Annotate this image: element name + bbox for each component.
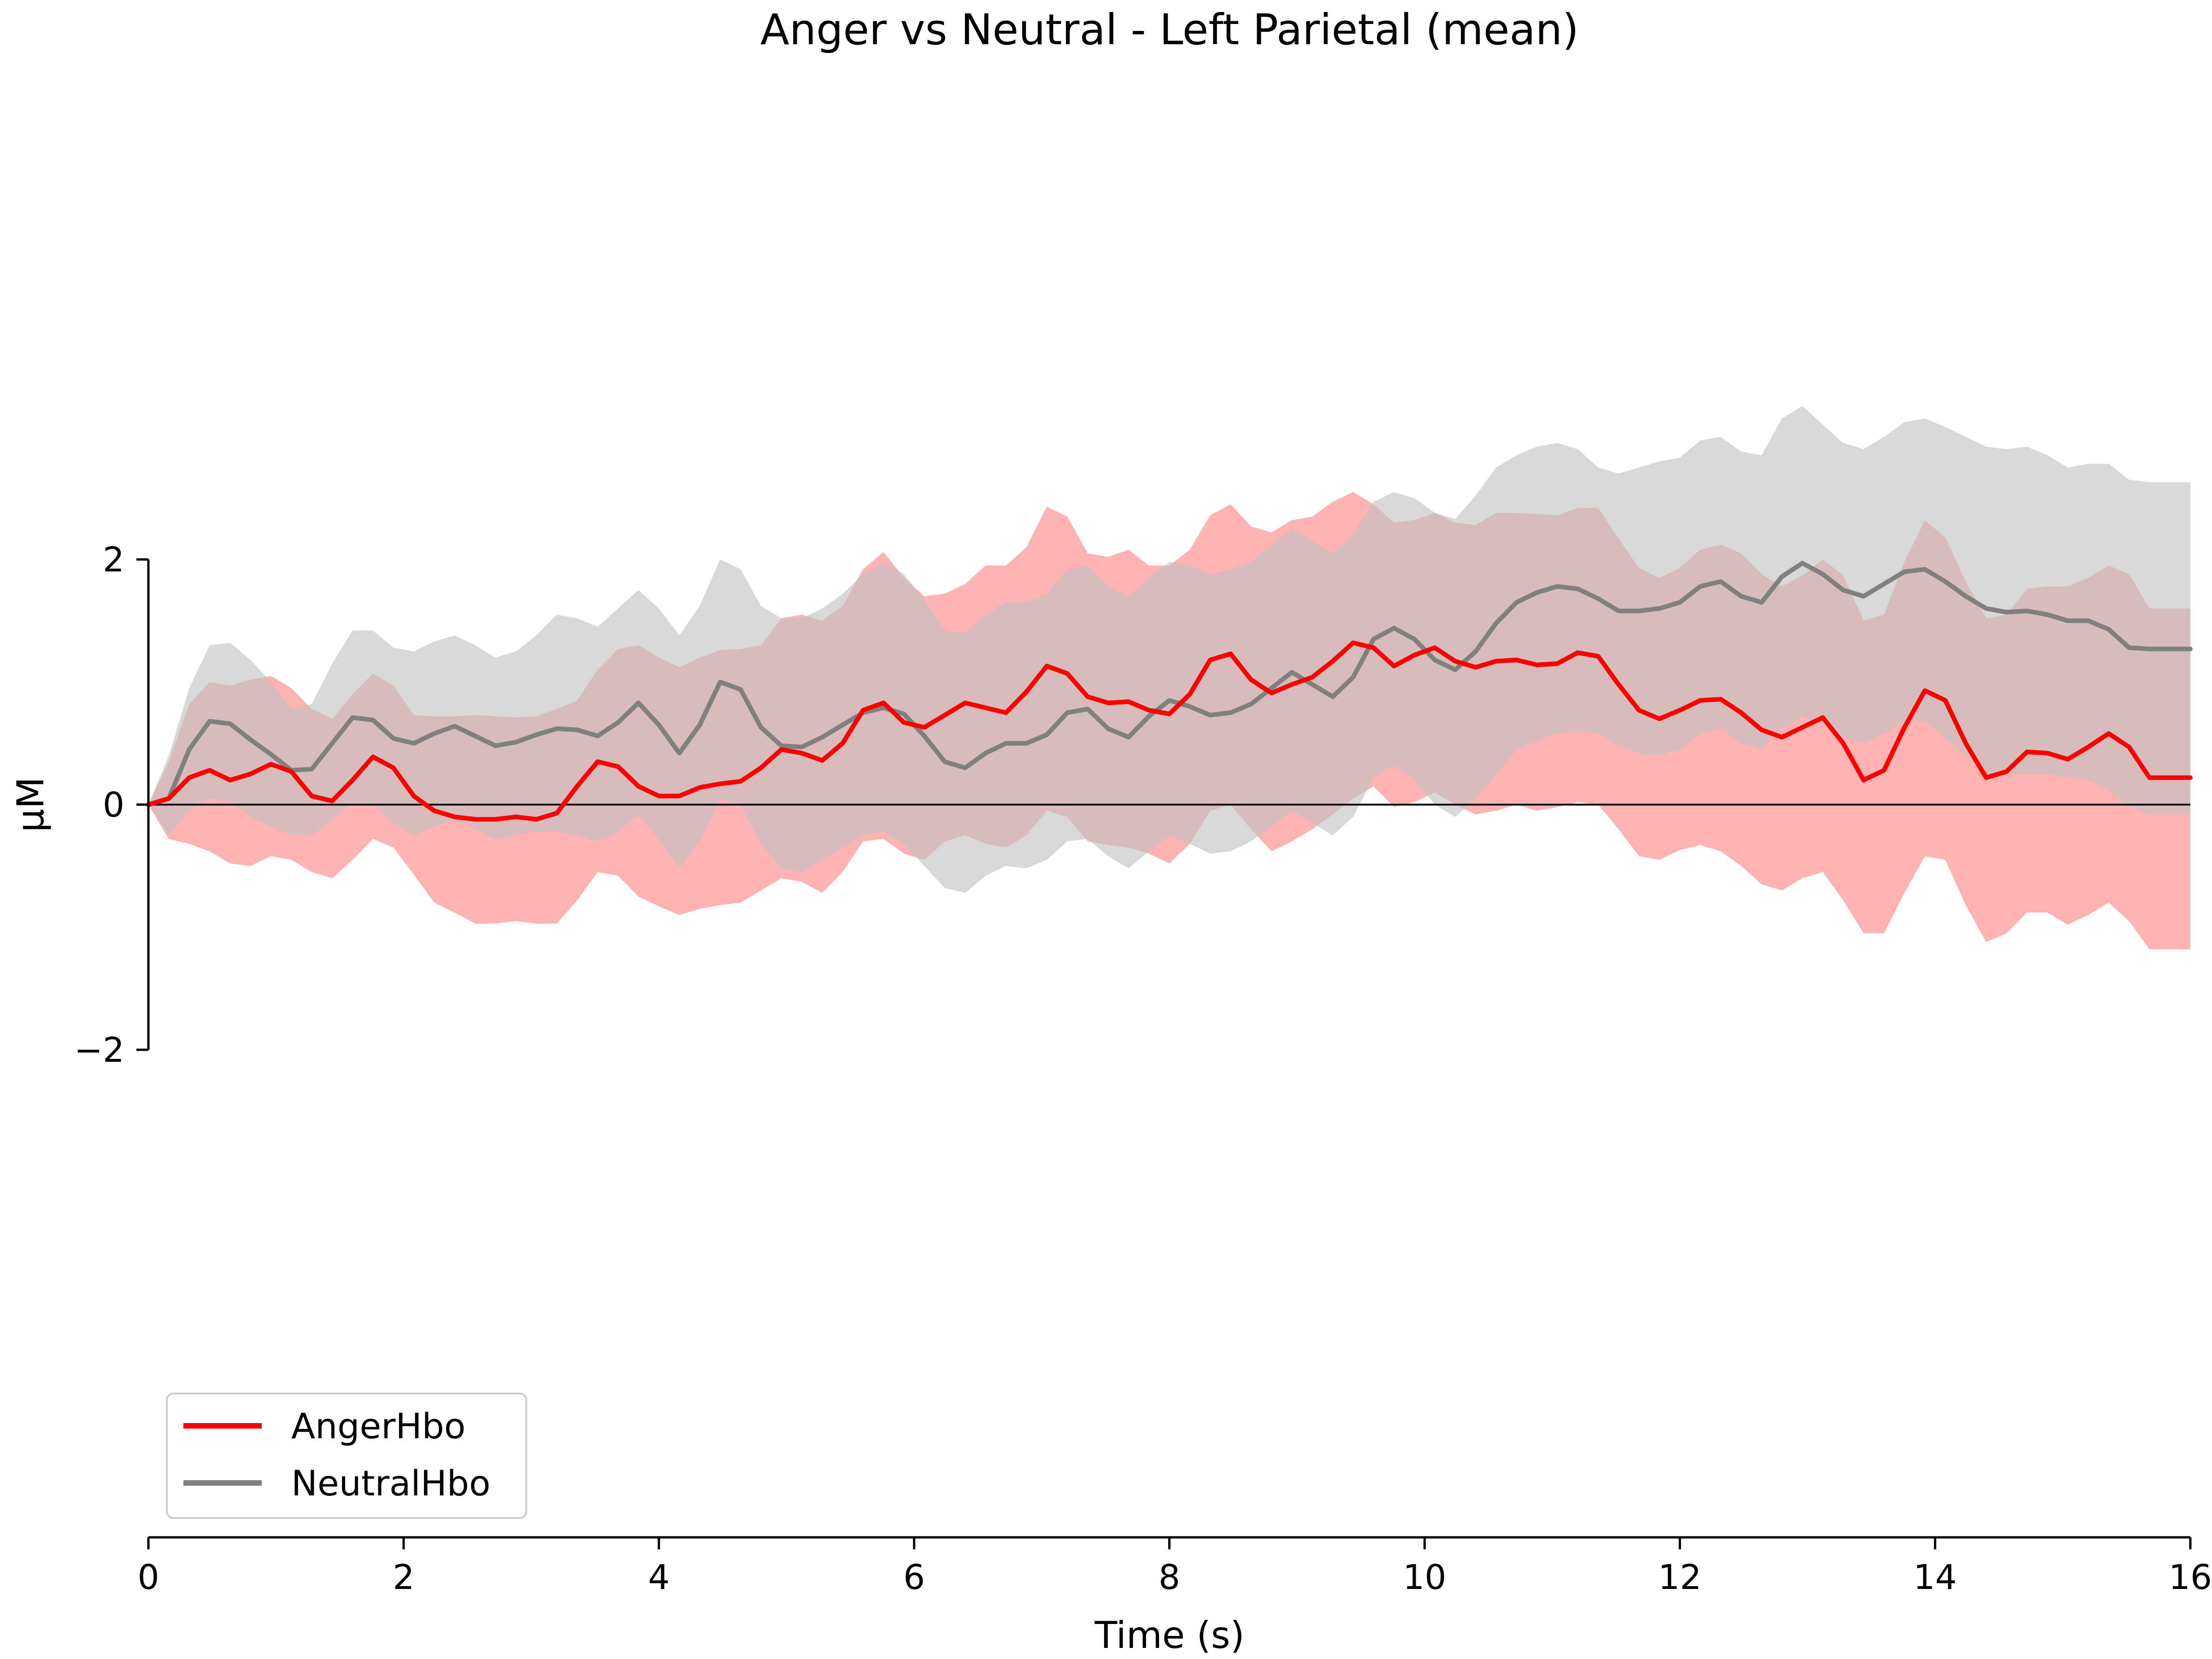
x-tick-label: 10 (1403, 1558, 1446, 1597)
x-axis: 0 2 4 6 8 10 12 14 16 (137, 1536, 2212, 1597)
x-tick-label: 6 (903, 1558, 925, 1597)
x-tick-label: 8 (1159, 1558, 1180, 1597)
line-neutral (146, 561, 2193, 807)
y-tick-label: 0 (103, 785, 124, 825)
confidence-bands (148, 406, 2190, 949)
y-tick-label: 2 (103, 540, 124, 580)
series-lines (146, 561, 2193, 822)
x-tick-label: 4 (648, 1558, 670, 1597)
line-anger (146, 640, 2193, 822)
legend-label-neutral: NeutralHbo (291, 1463, 490, 1504)
y-axis: −2 0 2 (74, 540, 150, 1070)
legend-label-anger: AngerHbo (291, 1406, 465, 1447)
x-tick-label: 16 (2169, 1558, 2212, 1597)
x-axis-label: Time (s) (1094, 1614, 1244, 1657)
x-tick-label: 12 (1658, 1558, 1701, 1597)
legend: AngerHbo NeutralHbo (166, 1393, 527, 1519)
x-tick-label: 0 (137, 1558, 159, 1597)
y-tick-label: −2 (74, 1030, 124, 1070)
y-axis-label: µM (9, 777, 52, 832)
x-tick-label: 2 (393, 1558, 414, 1597)
chart-title: Anger vs Neutral - Left Parietal (mean) (760, 5, 1579, 54)
band-neutral (148, 406, 2190, 893)
x-tick-label: 14 (1913, 1558, 1957, 1597)
